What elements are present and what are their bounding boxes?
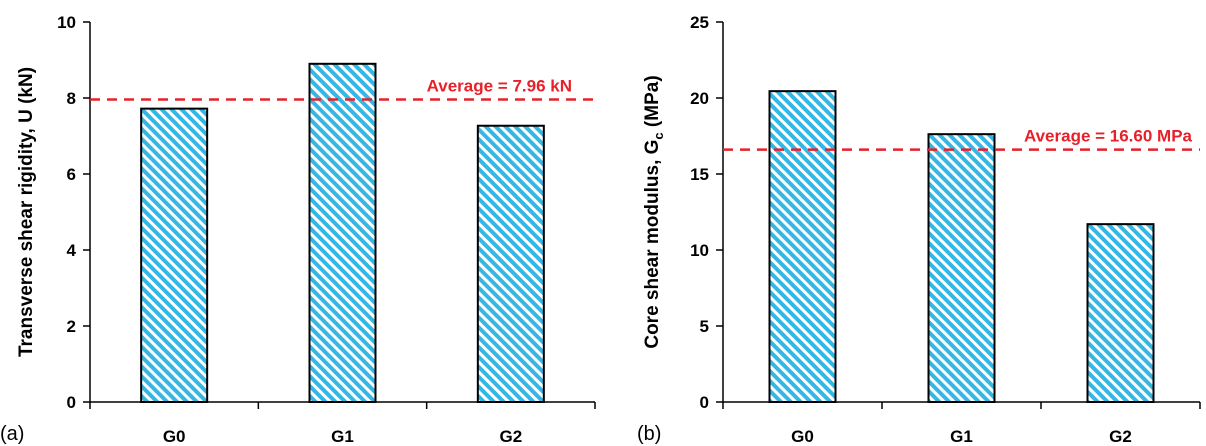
panel-label: (a) — [0, 423, 24, 445]
y-tick-label: 6 — [67, 165, 76, 184]
bar-g1 — [927, 133, 996, 403]
bar-g2 — [476, 124, 545, 404]
y-axis-label: Transverse shear rigidity, U (kN) — [16, 67, 37, 357]
bar-g0 — [140, 107, 209, 403]
bar-g1 — [308, 62, 377, 404]
bar-g0 — [768, 90, 837, 403]
bar-g2 — [1086, 223, 1155, 403]
y-tick-label: 5 — [700, 317, 709, 336]
y-axis-label: Core shear modulus, Gc (MPa) — [642, 75, 666, 348]
chart-panel-a: 0 2 4 6 8 10 G0 G1 G2 Average = 7.96 kN Transverse… — [0, 13, 596, 446]
chart-panel-b: 0 5 10 15 20 25 G0 G1 G2 Average = 16.60 MPa Core … — [637, 13, 1201, 446]
y-tick-label: 0 — [700, 393, 709, 412]
panel-label: (b) — [637, 423, 661, 445]
y-tick-label: 20 — [690, 89, 709, 108]
y-tick-label: 8 — [67, 89, 76, 108]
y-tick-label: 2 — [67, 317, 76, 336]
x-tick-label: G2 — [1109, 427, 1132, 446]
x-tick-label: G0 — [791, 427, 814, 446]
y-tick-label: 0 — [67, 393, 76, 412]
y-tick-label: 25 — [690, 13, 709, 32]
y-tick-label: 10 — [57, 13, 76, 32]
x-tick-label: G0 — [163, 427, 186, 446]
average-label: Average = 16.60 MPa — [1024, 127, 1193, 146]
x-tick-label: G2 — [499, 427, 522, 446]
average-label: Average = 7.96 kN — [427, 77, 572, 96]
x-tick-label: G1 — [331, 427, 354, 446]
y-tick-label: 10 — [690, 241, 709, 260]
y-tick-label: 4 — [67, 241, 77, 260]
x-tick-label: G1 — [950, 427, 973, 446]
y-tick-label: 15 — [690, 165, 709, 184]
